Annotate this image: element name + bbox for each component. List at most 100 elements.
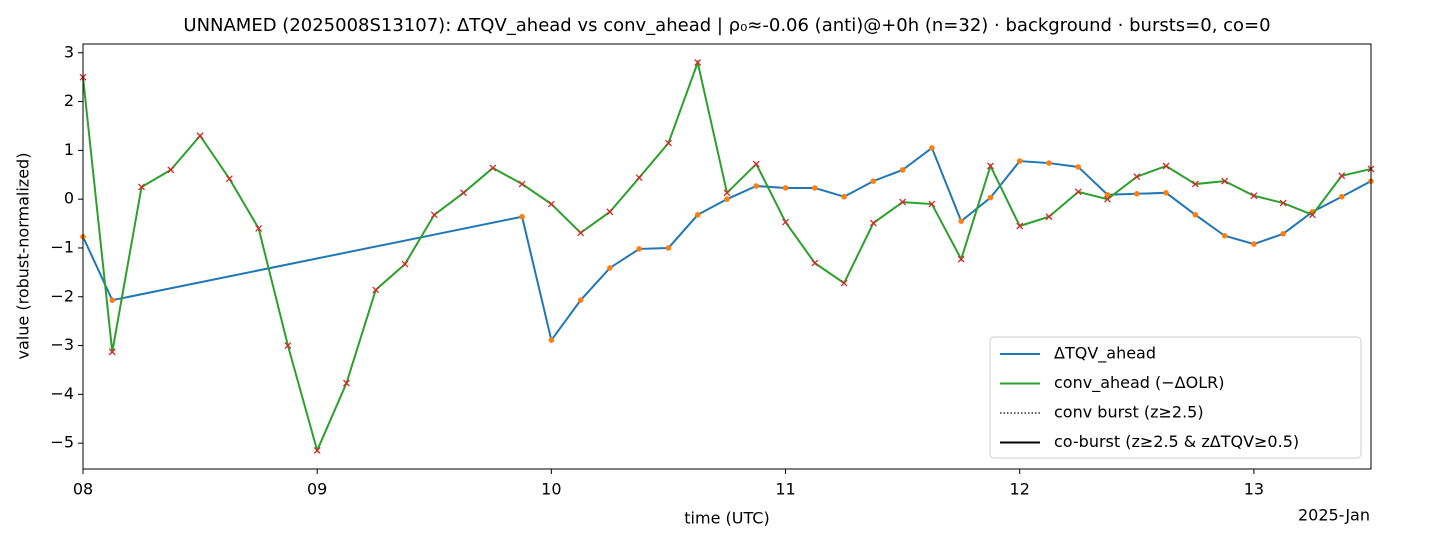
x-tick-label: 11 — [775, 480, 795, 499]
point-marker — [1045, 213, 1053, 221]
point-marker — [108, 348, 116, 356]
point-marker — [1163, 190, 1169, 196]
x-offset-label: 2025-Jan — [1298, 506, 1370, 525]
point-marker — [401, 260, 409, 268]
point-marker — [782, 185, 789, 191]
point-marker — [870, 178, 877, 184]
legend-label: conv_ahead (−ΔOLR) — [1054, 373, 1225, 393]
point-marker — [636, 246, 642, 252]
y-tick-label: −3 — [50, 335, 74, 354]
point-marker — [1162, 162, 1170, 170]
point-marker — [1280, 231, 1286, 237]
point-marker — [869, 219, 877, 227]
y-tick-label: 0 — [64, 189, 74, 208]
point-marker — [752, 160, 760, 168]
point-marker — [489, 164, 497, 172]
point-marker — [577, 229, 585, 237]
y-tick-label: −2 — [50, 286, 74, 305]
point-marker — [665, 245, 672, 251]
point-marker — [1075, 164, 1082, 170]
point-marker — [372, 286, 380, 294]
point-marker — [109, 297, 116, 303]
legend-box — [989, 336, 1362, 459]
point-marker — [196, 132, 204, 140]
point-marker — [1104, 195, 1112, 203]
point-marker — [547, 200, 555, 208]
point-marker — [899, 198, 907, 206]
x-tick-label: 12 — [1010, 480, 1030, 499]
point-marker — [1191, 180, 1199, 188]
point-marker — [1016, 158, 1023, 164]
point-marker — [1134, 190, 1140, 197]
point-marker — [1133, 173, 1141, 181]
point-marker — [958, 218, 964, 224]
point-marker — [782, 218, 790, 226]
point-marker — [519, 213, 525, 220]
y-tick-label: 1 — [64, 140, 74, 159]
point-marker — [987, 194, 994, 201]
point-marker — [841, 193, 847, 200]
point-marker — [1338, 193, 1345, 200]
point-marker — [957, 255, 965, 263]
point-marker — [1016, 222, 1024, 230]
point-marker — [753, 183, 760, 189]
point-marker — [811, 259, 819, 267]
point-marker — [635, 174, 643, 182]
point-marker — [460, 189, 468, 197]
point-marker — [928, 200, 936, 208]
point-marker — [840, 279, 848, 287]
point-marker — [664, 139, 672, 147]
point-marker — [812, 185, 818, 191]
y-tick-label: −4 — [50, 384, 74, 403]
point-marker — [1308, 211, 1316, 219]
point-marker — [577, 297, 584, 303]
point-marker — [430, 211, 438, 219]
point-marker — [929, 145, 935, 151]
legend-label: co-burst (z≥2.5 & zΔTQV≥0.5) — [1054, 432, 1299, 451]
y-tick-label: −5 — [50, 433, 74, 452]
point-marker — [284, 342, 292, 350]
legend: ΔTQV_ahead conv_ahead (−ΔOLR) conv burst (… — [989, 336, 1362, 459]
point-marker — [1046, 160, 1052, 166]
point-marker — [1104, 191, 1111, 198]
point-marker — [138, 183, 146, 191]
point-marker — [255, 224, 263, 232]
plot-frame — [82, 43, 1372, 470]
point-marker — [313, 446, 321, 454]
x-tick-label: 13 — [1244, 480, 1264, 499]
point-marker — [607, 265, 613, 271]
point-marker — [1338, 172, 1346, 180]
point-marker — [694, 59, 702, 67]
point-marker — [724, 196, 730, 202]
y-axis-label: value (robust-normalized) — [14, 153, 33, 360]
x-tick-label: 08 — [73, 480, 93, 499]
point-marker — [1074, 188, 1082, 196]
point-marker — [167, 166, 175, 174]
point-marker — [606, 208, 614, 216]
point-marker — [986, 162, 994, 170]
x-tick-label: 09 — [307, 480, 327, 499]
point-marker — [1221, 232, 1228, 239]
point-marker — [1221, 177, 1229, 185]
point-marker — [899, 167, 906, 173]
point-marker — [1250, 192, 1258, 200]
point-marker — [1279, 199, 1287, 207]
point-marker — [694, 211, 701, 218]
point-marker — [723, 189, 731, 197]
legend-label: ΔTQV_ahead — [1054, 344, 1156, 364]
x-axis-label: time (UTC) — [684, 509, 769, 528]
chart-title: UNNAMED (2025008S13107): ΔTQV_ahead vs c… — [183, 15, 1270, 36]
point-marker — [1251, 241, 1257, 247]
y-tick-label: 2 — [64, 91, 74, 110]
point-marker — [225, 175, 233, 183]
point-marker — [1192, 211, 1199, 218]
legend-label: conv burst (z≥2.5) — [1054, 403, 1204, 422]
x-tick-label: 10 — [541, 480, 561, 499]
y-tick-label: −1 — [50, 237, 74, 256]
point-marker — [548, 337, 555, 343]
series-line — [82, 146, 1372, 343]
point-marker — [342, 379, 350, 387]
plot-area — [79, 58, 1375, 454]
point-marker — [518, 180, 526, 188]
